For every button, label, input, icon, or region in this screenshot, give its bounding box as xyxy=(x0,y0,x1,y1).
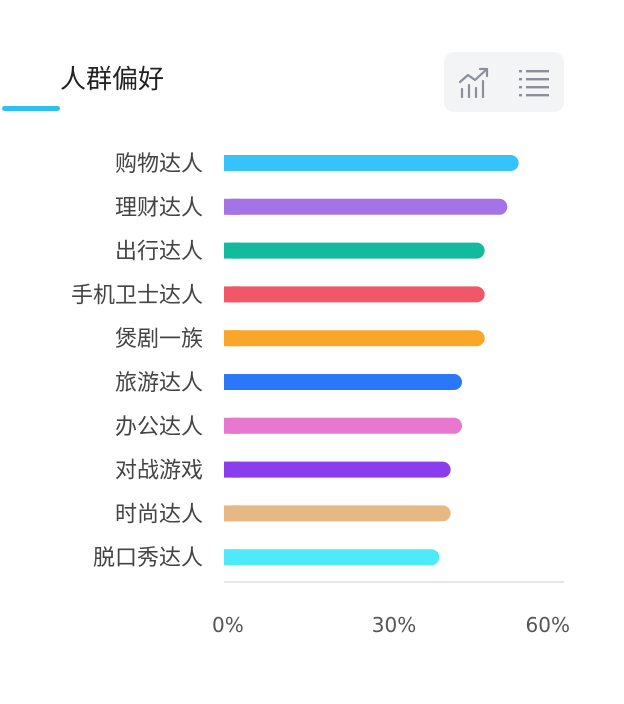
bar[interactable] xyxy=(224,330,485,347)
bar[interactable] xyxy=(224,286,485,303)
bar-base xyxy=(224,549,240,566)
category-label: 出行达人 xyxy=(115,240,203,265)
view-toggle xyxy=(444,52,564,112)
category-label: 手机卫士达人 xyxy=(71,283,203,308)
bar[interactable] xyxy=(224,505,451,522)
chart-title: 人群偏好 xyxy=(60,65,165,95)
x-tick-label: 60% xyxy=(526,613,570,637)
bar[interactable] xyxy=(224,374,462,390)
bar-base xyxy=(224,417,240,434)
bar-base xyxy=(224,461,240,478)
list-view-button[interactable] xyxy=(504,52,564,112)
category-label: 办公达人 xyxy=(115,415,203,440)
bar[interactable] xyxy=(224,461,451,478)
active-view-indicator xyxy=(2,106,60,111)
bar[interactable] xyxy=(224,549,440,566)
trend-chart-icon xyxy=(458,67,489,99)
bar[interactable] xyxy=(224,198,508,215)
category-label: 煲剧一族 xyxy=(115,327,203,352)
bar[interactable] xyxy=(224,417,462,434)
list-icon xyxy=(519,70,549,97)
category-label: 旅游达人 xyxy=(115,371,203,396)
bar-base xyxy=(224,505,240,522)
bar-base xyxy=(224,374,240,390)
bar[interactable] xyxy=(224,242,485,259)
category-label: 对战游戏 xyxy=(115,459,203,484)
category-label: 时尚达人 xyxy=(115,502,203,527)
bar-base xyxy=(224,242,240,259)
x-tick-label: 30% xyxy=(372,613,416,637)
bar-base xyxy=(224,330,240,347)
chart-view-button[interactable] xyxy=(444,52,504,112)
category-label: 理财达人 xyxy=(115,196,203,221)
bar-base xyxy=(224,198,240,215)
bar-base xyxy=(224,286,240,303)
x-tick-label: 0% xyxy=(212,613,244,637)
category-label: 脱口秀达人 xyxy=(93,546,203,571)
category-label: 购物达人 xyxy=(115,152,203,177)
bar-base xyxy=(224,155,240,171)
bar[interactable] xyxy=(224,155,519,171)
